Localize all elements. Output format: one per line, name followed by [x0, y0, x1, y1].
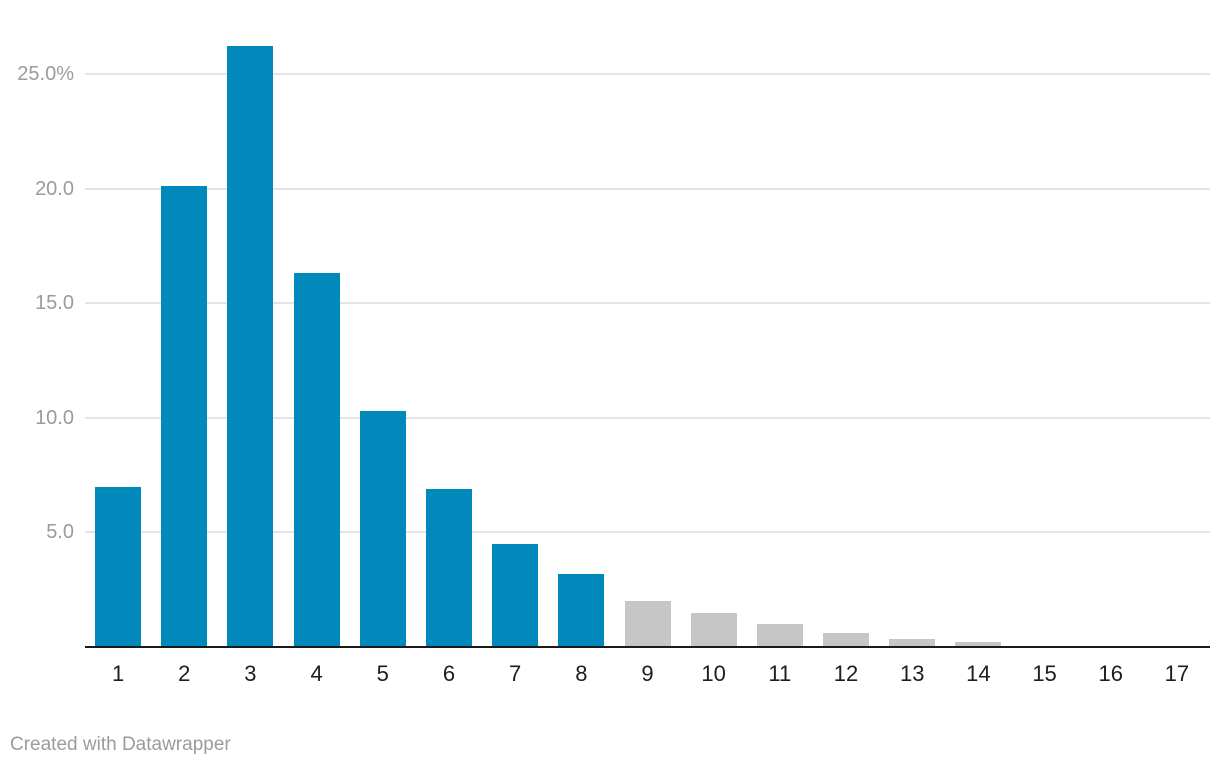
bar	[425, 488, 472, 647]
x-axis-tick-label: 1	[111, 661, 125, 686]
bar	[95, 486, 142, 647]
y-axis-tick-label: 5.0	[46, 521, 74, 544]
x-axis-tick-label: 15	[1032, 661, 1057, 686]
bar	[227, 46, 274, 647]
bar	[955, 642, 1002, 647]
x-axis-tick-label: 6	[442, 661, 456, 686]
x-axis-tick-label: 12	[833, 661, 859, 686]
y-axis-tick-label: 10.0	[35, 406, 74, 429]
x-axis-tick-label: 3	[244, 661, 257, 686]
x-axis-tick-label: 16	[1098, 661, 1123, 686]
bar	[492, 543, 539, 647]
bar	[690, 612, 737, 647]
bar	[756, 624, 803, 647]
gridline	[85, 73, 1210, 75]
gridline	[85, 531, 1210, 534]
datawrapper-attribution-link[interactable]: Created with Datawrapper	[10, 734, 231, 755]
x-axis-tick-label: 4	[310, 661, 323, 686]
x-axis-tick-label: 9	[641, 661, 654, 686]
x-axis-tick-label: 8	[575, 661, 588, 686]
bar	[161, 186, 208, 647]
x-axis-line	[85, 646, 1210, 648]
bar	[293, 273, 340, 647]
x-axis-tick-label: 11	[768, 661, 792, 686]
x-axis-tick-label: 13	[899, 661, 925, 686]
x-axis-tick-label: 5	[376, 661, 389, 686]
x-axis-tick-label: 2	[178, 661, 191, 686]
bar	[624, 601, 671, 647]
gridline	[85, 302, 1210, 305]
x-axis-tick-label: 7	[509, 661, 522, 686]
x-axis-tick-label: 10	[701, 661, 726, 686]
bar	[889, 638, 936, 647]
x-axis-tick-label: 14	[966, 661, 991, 686]
y-axis-tick-label: 25.0%	[17, 63, 74, 85]
bar	[359, 410, 406, 647]
gridline	[85, 187, 1210, 190]
gridline	[85, 416, 1210, 419]
y-axis-tick-label: 20.0	[35, 177, 74, 200]
y-axis-tick-label: 15.0	[35, 292, 74, 315]
bar	[823, 633, 870, 647]
bar	[558, 573, 605, 647]
x-axis-tick-label: 17	[1164, 661, 1190, 686]
